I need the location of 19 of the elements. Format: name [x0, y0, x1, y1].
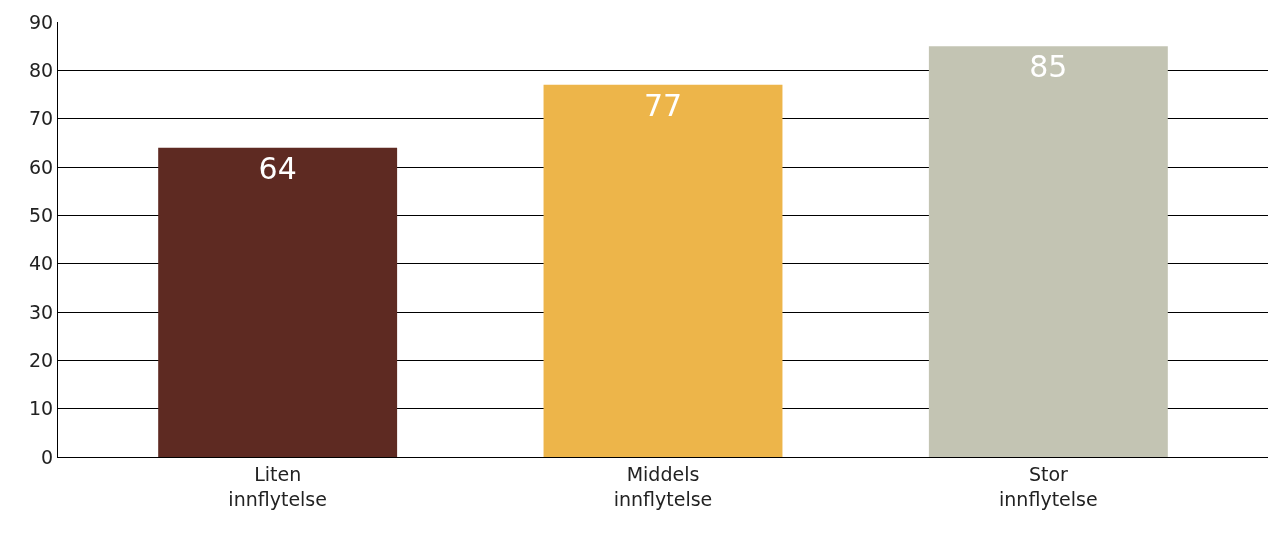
- x-tick-label: Liten innflytelse: [228, 462, 327, 510]
- y-tick-label: 90: [29, 10, 54, 33]
- y-tick-label: 80: [29, 58, 54, 81]
- y-tick-label: 70: [29, 107, 54, 130]
- y-tick-label: 50: [29, 203, 54, 226]
- y-tick-label: 40: [29, 252, 54, 275]
- bar: [158, 147, 398, 457]
- data-label: 77: [643, 87, 683, 123]
- bar: [928, 46, 1168, 457]
- data-label: 64: [258, 150, 297, 186]
- y-tick-label: 60: [29, 155, 54, 178]
- y-tick-label: 0: [41, 445, 54, 468]
- y-tick-label: 20: [29, 348, 54, 371]
- x-tick-label: Stor innflytelse: [999, 462, 1098, 510]
- bar: [543, 84, 783, 457]
- data-label: 85: [1029, 49, 1068, 85]
- x-tick-label: Middels innflytelse: [613, 462, 713, 510]
- y-tick-label: 10: [29, 397, 54, 420]
- y-tick-label: 30: [29, 300, 54, 323]
